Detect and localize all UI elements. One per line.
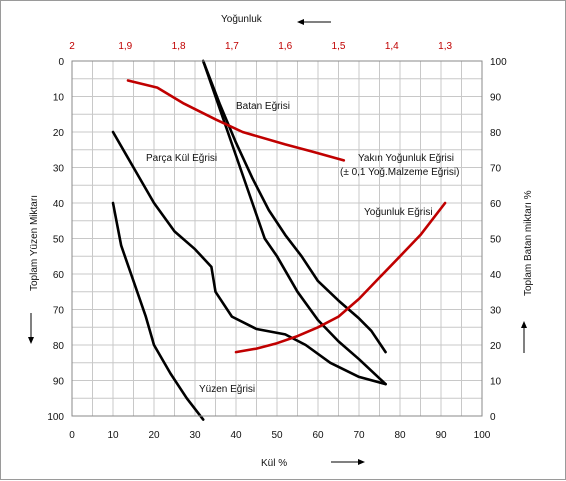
y-left-tick-label: 70 [53, 306, 65, 317]
annotation-yakin-line2: (± 0,1 Yoğ.Malzeme Eğrisi) [340, 167, 459, 178]
x-tick-label: 10 [107, 430, 119, 441]
series-line-6 [234, 201, 447, 354]
series-line-3 [111, 201, 205, 421]
top-tick-label: 2 [69, 41, 75, 52]
top-axis-title: Yoğunluk [221, 14, 263, 25]
y-left-tick-label: 10 [53, 93, 65, 104]
y-left-tick-label: 20 [53, 128, 65, 139]
y-left-tick-label: 50 [53, 235, 65, 246]
y-left-tick-label: 60 [53, 270, 65, 281]
series-line-1 [201, 59, 387, 386]
y-left-tick-label: 30 [53, 164, 65, 175]
y-right-axis-arrow [521, 321, 527, 353]
y-right-tick-label: 90 [490, 93, 502, 104]
series-line-5 [126, 79, 346, 162]
x-tick-label: 30 [189, 430, 201, 441]
top-tick-label: 1,3 [438, 41, 452, 52]
y-right-tick-label: 40 [490, 270, 502, 281]
series-layer [111, 59, 447, 421]
x-tick-label: 100 [474, 430, 491, 441]
x-tick-label: 0 [69, 430, 75, 441]
x-tick-label: 60 [312, 430, 324, 441]
y-left-tick-label: 40 [53, 199, 65, 210]
y-left-axis-arrow [28, 313, 34, 344]
x-tick-label: 70 [353, 430, 365, 441]
top-tick-label: 1,6 [278, 41, 292, 52]
x-tick-label: 80 [394, 430, 406, 441]
annotation-yakin-line1: Yakın Yoğunluk Eğrisi [358, 153, 454, 164]
y-left-tick-label: 90 [53, 377, 65, 388]
x-tick-label: 20 [148, 430, 160, 441]
y-right-tick-label: 20 [490, 341, 502, 352]
y-right-tick-label: 10 [490, 377, 502, 388]
y-left-tick-label: 80 [53, 341, 65, 352]
y-right-tick-label: 50 [490, 235, 502, 246]
x-tick-label: 40 [230, 430, 242, 441]
series-line-2 [111, 130, 387, 386]
x-axis-arrow [331, 459, 365, 465]
y-left-tick-label: 100 [47, 412, 64, 423]
top-tick-label: 1,8 [172, 41, 186, 52]
plot-border [71, 60, 483, 417]
annotation-yogunluk: Yoğunluk Eğrisi [364, 207, 433, 218]
annotation-parca: Parça Kül Eğrisi [146, 153, 217, 164]
annotation-batan: Batan Eğrisi [236, 101, 290, 112]
y-right-axis-title: Toplam Batan miktarı % [523, 190, 534, 296]
annotation-yuzen: Yüzen Eğrisi [199, 384, 255, 395]
y-left-axis-title: Toplam Yüzen Miktarı [29, 195, 40, 291]
x-axis-title: Kül % [261, 458, 287, 469]
tick-labels: 0 10 20 30 40 50 60 70 80 90 100010203040506070809… [47, 41, 507, 441]
y-right-tick-label: 30 [490, 306, 502, 317]
x-tick-label: 90 [435, 430, 447, 441]
y-right-tick-label: 60 [490, 199, 502, 210]
grid [72, 61, 482, 416]
top-tick-label: 1,5 [332, 41, 346, 52]
y-left-tick-label: 0 [58, 57, 64, 68]
series-line-4 [201, 59, 387, 354]
top-tick-label: 1,9 [118, 41, 132, 52]
y-right-tick-label: 80 [490, 128, 502, 139]
top-tick-label: 1,7 [225, 41, 239, 52]
top-axis-arrow [297, 19, 331, 25]
top-tick-label: 1,4 [385, 41, 399, 52]
y-right-tick-label: 0 [490, 412, 496, 423]
x-tick-label: 50 [271, 430, 283, 441]
y-right-tick-label: 70 [490, 164, 502, 175]
y-right-tick-label: 100 [490, 57, 507, 68]
